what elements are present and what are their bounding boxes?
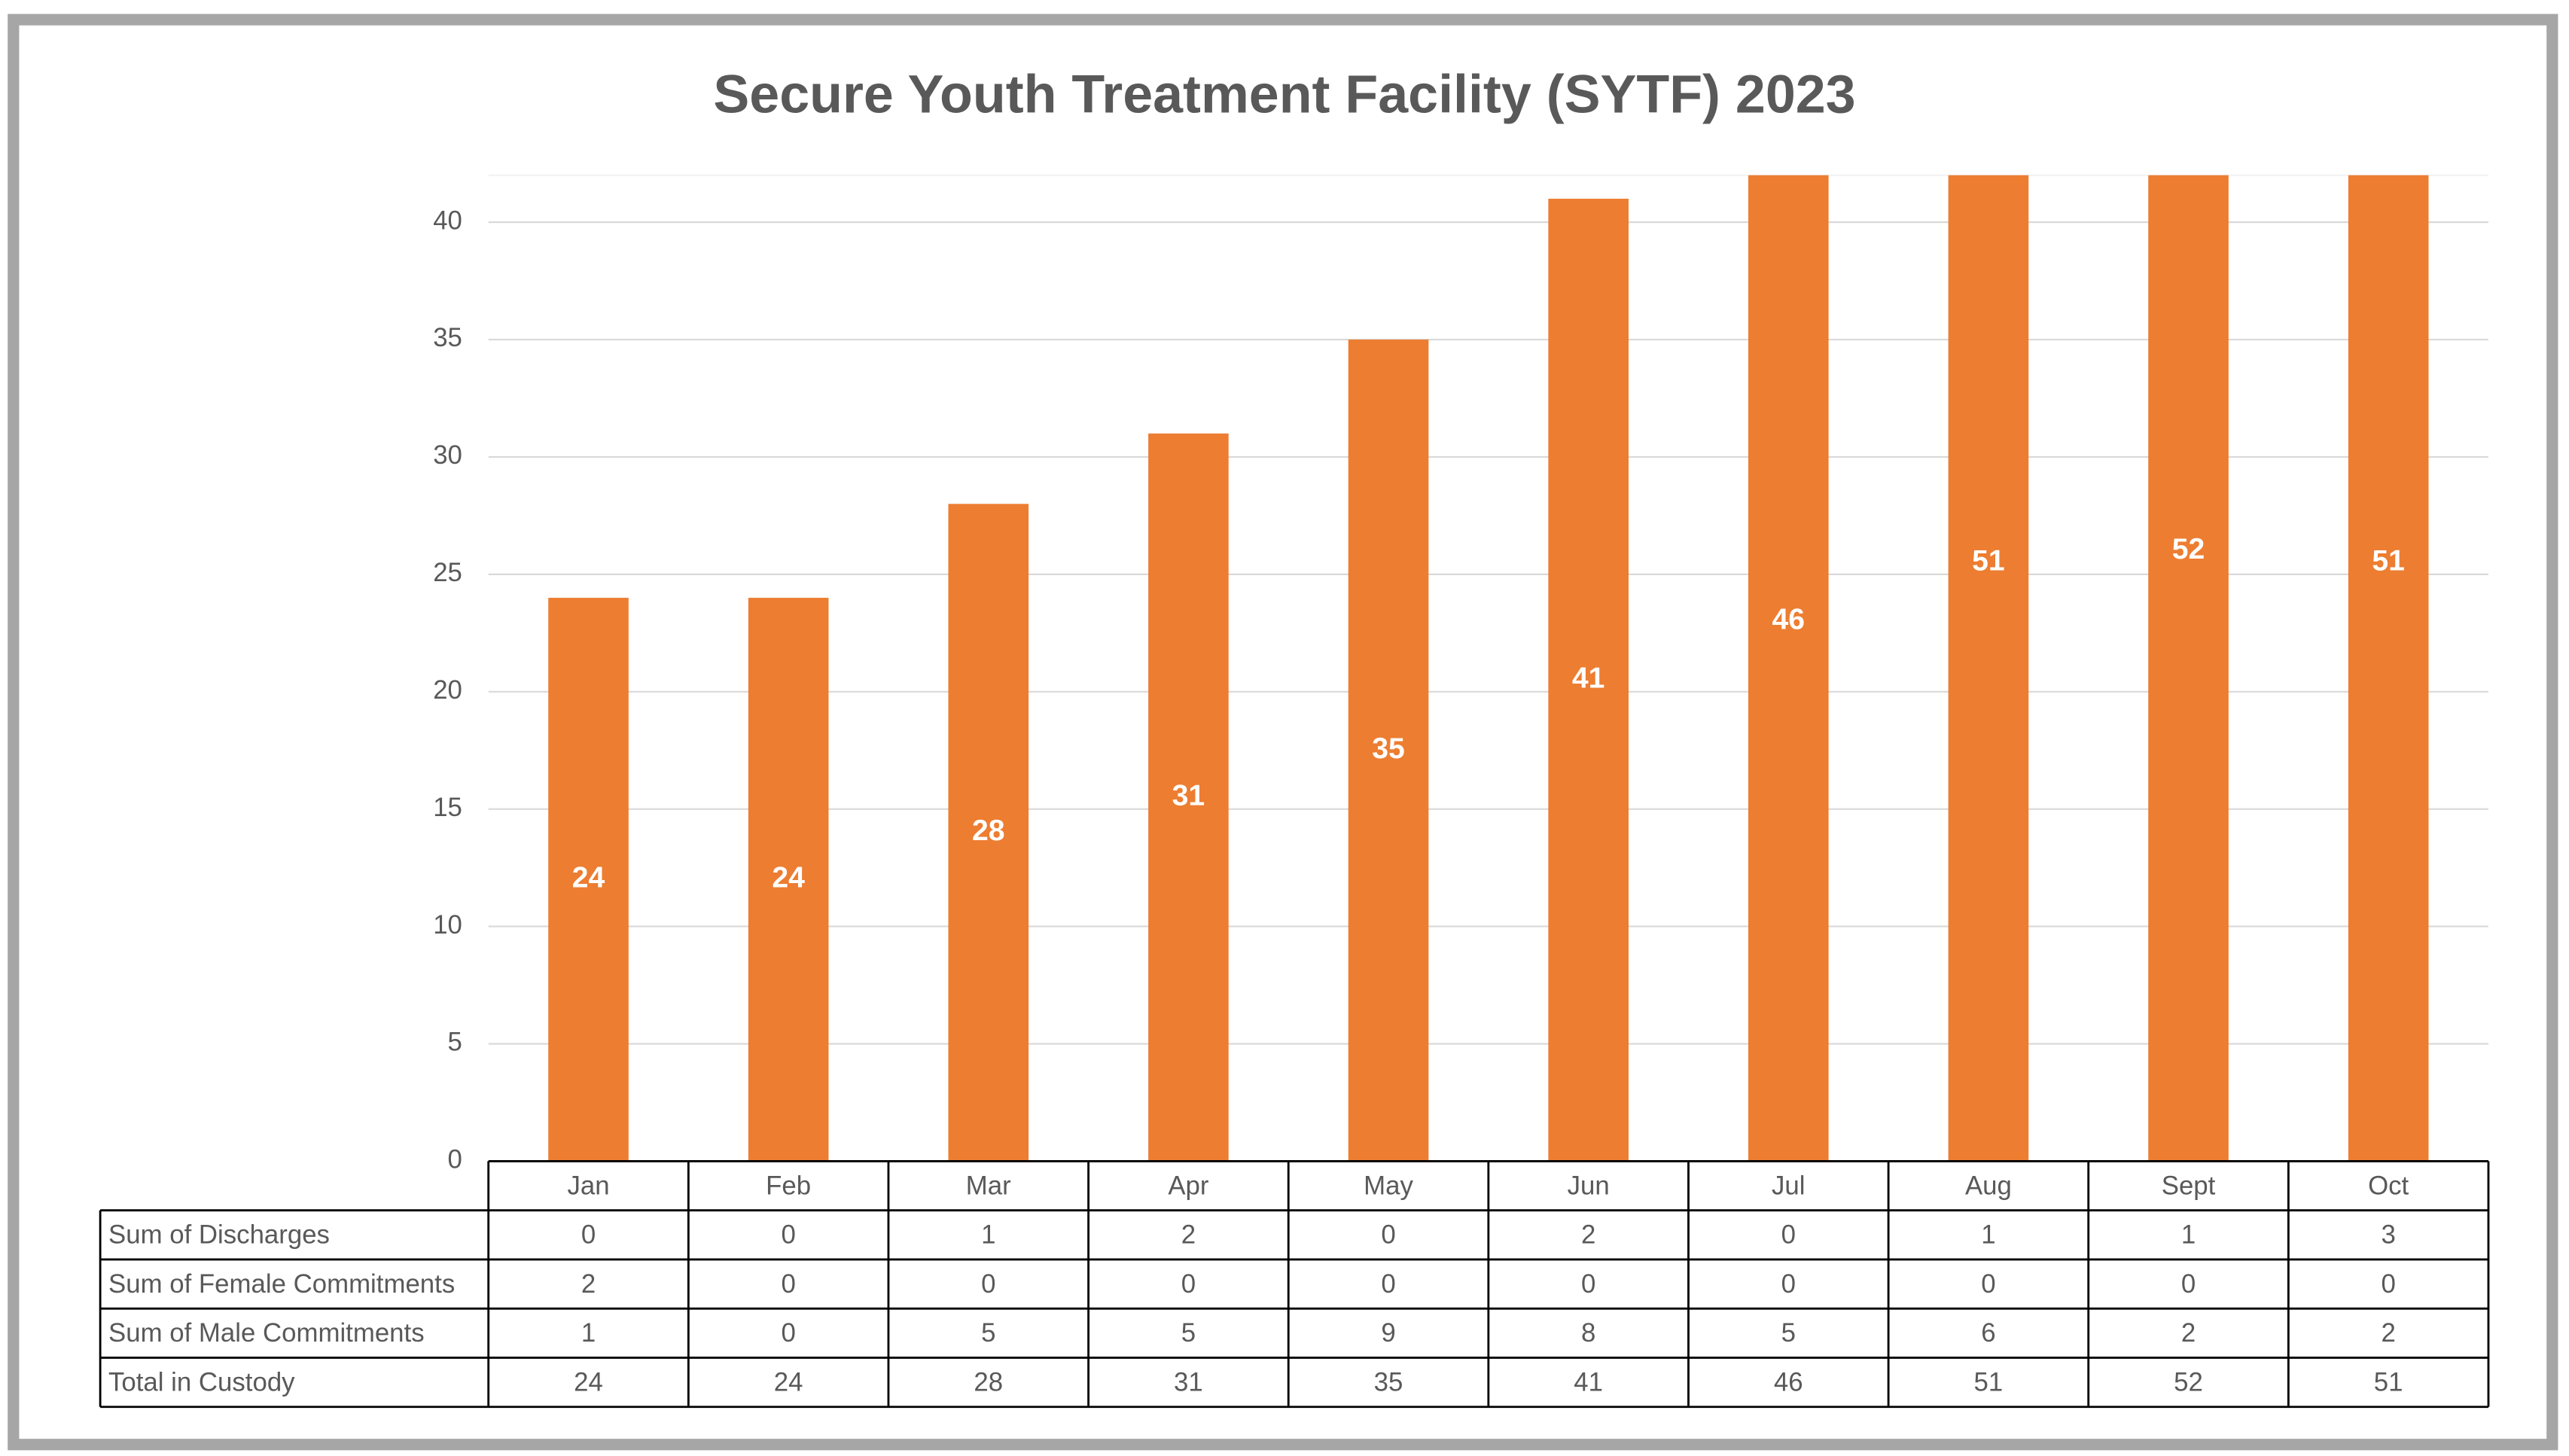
table-cell: 31 [1174,1367,1203,1397]
bar [1148,433,1229,1162]
y-tick-label: 40 [433,206,462,235]
data-table: Jan Feb Mar Apr May Jun Jul Aug Sept Oct Sum of Di… [99,1159,2490,1409]
category-label: Mar [966,1171,1011,1200]
category-label: Jan [567,1171,609,1200]
bars [548,175,2429,1162]
data-label: 28 [972,815,1005,847]
table-cell: 6 [1981,1318,1995,1348]
table-cell: 0 [1181,1269,1196,1299]
category-label: May [1364,1171,1413,1200]
y-tick-label: 0 [448,1145,462,1174]
category-label: Apr [1168,1171,1209,1200]
row-label: Sum of Discharges [108,1220,330,1250]
data-label: 41 [1572,663,1605,695]
y-tick-label: 30 [433,440,462,470]
table-cell: 24 [774,1367,803,1397]
table-cell: 5 [1181,1318,1196,1348]
bar [948,504,1029,1162]
table-cell: 41 [1574,1367,1603,1397]
table-cell: 2 [581,1269,596,1299]
table-cell: 0 [781,1318,795,1348]
data-label: 51 [2372,545,2405,577]
data-label: 46 [1772,604,1806,636]
chart-title: Secure Youth Treatment Facility (SYTF) 2… [713,64,1855,124]
bar [1548,198,1629,1162]
bar [548,598,629,1162]
table-cell: 51 [2374,1367,2403,1397]
labels: 0 5 10 15 20 25 30 35 40 24 24 28 31 35 41 46 51 52 51 [433,206,2405,1174]
table-cell: 0 [781,1269,795,1299]
table-cell: 0 [1381,1269,1395,1299]
category-label: Feb [766,1171,811,1200]
table-cell: 2 [1581,1220,1595,1250]
row-label: Sum of Male Commitments [108,1318,425,1348]
table-cell: 28 [974,1367,1003,1397]
y-tick-label: 15 [433,793,462,822]
table-cell: 0 [1981,1269,1995,1299]
table-cell: 5 [981,1318,995,1348]
table-cell: 0 [2381,1269,2395,1299]
y-tick-label: 20 [433,675,462,705]
y-tick-label: 5 [448,1028,462,1057]
table-cell: 46 [1774,1367,1803,1397]
row-label: Total in Custody [108,1367,295,1397]
bar [2348,175,2429,1162]
data-label: 35 [1372,733,1405,765]
table-cell: 52 [2174,1367,2203,1397]
data-label: 52 [2172,533,2205,565]
y-tick-label: 10 [433,910,462,940]
bar [748,598,829,1162]
table-cell: 0 [2181,1269,2196,1299]
bar [1748,175,1829,1162]
table-cell: 3 [2381,1220,2395,1250]
data-label: 51 [1972,545,2005,577]
table-cell: 2 [1181,1220,1196,1250]
frame [8,14,2558,1451]
y-tick-label: 35 [433,323,462,352]
table-cell: 5 [1781,1318,1796,1348]
bar [2148,175,2229,1162]
data-label: 24 [572,862,605,894]
table-cell: 0 [581,1220,596,1250]
table-cell: 8 [1581,1318,1595,1348]
table-cell: 1 [581,1318,596,1348]
table-cell: 0 [1781,1269,1796,1299]
category-label: Sept [2162,1171,2216,1200]
data-label: 31 [1172,779,1205,812]
table-cell: 2 [2381,1318,2395,1348]
table-cell: 35 [1374,1367,1403,1397]
y-tick-label: 25 [433,558,462,587]
table-cell: 51 [1974,1367,2004,1397]
table-cell: 1 [1981,1220,1995,1250]
category-label: Jun [1568,1171,1610,1200]
category-label: Jul [1772,1171,1805,1200]
table-cell: 0 [1581,1269,1595,1299]
category-label: Oct [2368,1171,2409,1200]
category-label: Aug [1965,1171,2012,1200]
table-cell: 0 [1381,1220,1395,1250]
table-cell: 0 [981,1269,995,1299]
table-cell: 9 [1381,1318,1395,1348]
bar [1948,175,2029,1162]
table-cell: 0 [781,1220,795,1250]
table-cell: 1 [2181,1220,2196,1250]
table-cell: 1 [981,1220,995,1250]
table-cell: 0 [1781,1220,1796,1250]
table-cell: 2 [2181,1318,2196,1348]
data-label: 24 [772,862,805,894]
row-label: Sum of Female Commitments [108,1269,455,1299]
bar [1348,340,1429,1162]
table-cell: 24 [574,1367,603,1397]
